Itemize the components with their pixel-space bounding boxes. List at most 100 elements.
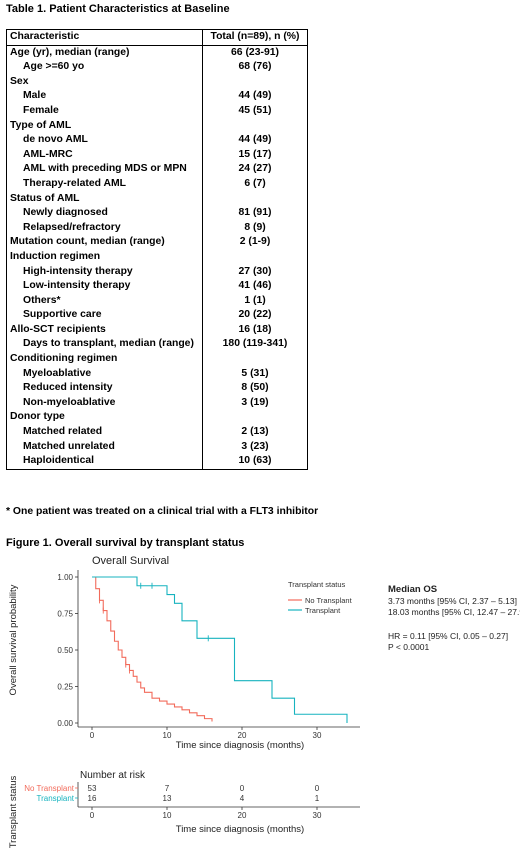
row-label: Female <box>23 104 59 116</box>
risk-row-label: No Transplant <box>24 784 75 793</box>
row-label: Age >=60 yo <box>23 61 85 73</box>
row-value <box>202 410 308 426</box>
table-row: Conditioning regimen <box>7 352 308 367</box>
row-label: Status of AML <box>10 192 80 204</box>
row-label: Sex <box>10 75 29 87</box>
x-tick-label: 20 <box>238 731 247 740</box>
risk-table-y-label: Transplant status <box>8 775 19 848</box>
km-figure: Overall Survival Overall survival probab… <box>8 555 520 848</box>
row-label: Mutation count, median (range) <box>10 236 165 248</box>
table-row: Supportive care 20 (22) <box>7 308 308 323</box>
table-row: Therapy-related AML 6 (7) <box>7 176 308 192</box>
row-label: AML with preceding MDS or MPN <box>23 163 187 175</box>
row-label: Myeloablative <box>23 367 92 379</box>
row-label: Relapsed/refractory <box>23 221 121 233</box>
table-title: Table 1. Patient Characteristics at Base… <box>6 3 230 15</box>
x-ticks: 0 10 20 30 <box>90 727 322 740</box>
row-value: 20 (22) <box>202 308 308 323</box>
table-row: Myeloablative 5 (31) <box>7 366 308 382</box>
row-label: Newly diagnosed <box>23 207 108 219</box>
table-header-row: Characteristic Total (n=89), n (%) <box>6 29 308 46</box>
row-label: Matched related <box>23 426 103 438</box>
row-label: Days to transplant, median (range) <box>23 338 194 350</box>
row-value <box>202 74 308 90</box>
table-row: Female 45 (51) <box>7 103 308 119</box>
table-body: Age (yr), median (range) 66 (23-91) Age >=… <box>7 45 308 470</box>
row-value: 16 (18) <box>202 322 308 338</box>
legend-label-transplant: Transplant <box>305 606 341 615</box>
risk-count: 16 <box>88 794 97 803</box>
row-value: 5 (31) <box>202 366 308 382</box>
row-value: 6 (7) <box>202 176 308 192</box>
x-tick-label: 30 <box>313 731 322 740</box>
table-row: Donor type <box>7 410 308 426</box>
row-value: 45 (51) <box>202 103 308 119</box>
row-value: 27 (30) <box>202 264 308 280</box>
row-value <box>202 352 308 367</box>
header-characteristic: Characteristic <box>6 29 203 46</box>
y-ticks: 0.00 0.25 0.50 0.75 1.00 <box>57 573 78 728</box>
plot-title: Overall Survival <box>92 555 169 567</box>
risk-row-label: Transplant <box>37 794 75 803</box>
table-row: Days to transplant, median (range) 180 (1… <box>7 337 308 353</box>
row-value: 44 (49) <box>202 133 308 148</box>
y-tick-label: 1.00 <box>57 573 73 582</box>
row-value: 3 (23) <box>202 439 308 455</box>
row-value: 15 (17) <box>202 147 308 163</box>
patient-characteristics-table: Characteristic Total (n=89), n (%) Age (… <box>6 29 308 470</box>
row-label: Non-myeloablative <box>23 396 116 408</box>
table-row: Male 44 (49) <box>7 89 308 104</box>
row-label: Reduced intensity <box>23 382 113 394</box>
table-row: AML-MRC 15 (17) <box>7 147 308 163</box>
table-row: de novo AML 44 (49) <box>7 133 308 148</box>
row-value: 2 (13) <box>202 425 308 440</box>
row-value: 44 (49) <box>202 89 308 104</box>
row-label: Age (yr), median (range) <box>10 46 130 58</box>
median-os-transplant: 18.03 months [95% CI, 12.47 – 27.93] <box>388 607 520 617</box>
survival-curves <box>92 576 348 723</box>
table-row: Matched related 2 (13) <box>7 425 308 440</box>
curve-no-transplant <box>92 576 213 722</box>
row-label: Male <box>23 90 47 102</box>
y-tick-label: 0.75 <box>57 610 73 619</box>
table-row: Relapsed/refractory 8 (9) <box>7 220 308 236</box>
legend-item-transplant: Transplant <box>288 606 341 615</box>
row-value: 10 (63) <box>202 454 308 470</box>
curve-transplant <box>92 576 348 723</box>
risk-x-tick-label: 30 <box>313 811 322 820</box>
table-row: Allo-SCT recipients 16 (18) <box>7 322 308 338</box>
row-label: Matched unrelated <box>23 440 115 452</box>
row-value: 81 (91) <box>202 206 308 221</box>
y-tick-label: 0.00 <box>57 719 73 728</box>
y-tick-label: 0.25 <box>57 683 73 692</box>
median-os-title: Median OS <box>388 584 437 595</box>
risk-x-tick-label: 10 <box>163 811 172 820</box>
table-row: Mutation count, median (range) 2 (1-9) <box>7 235 308 250</box>
figure-title: Figure 1. Overall survival by transplant… <box>6 537 245 549</box>
risk-count: 0 <box>315 784 320 793</box>
table-row: Haploidentical 10 (63) <box>7 454 308 470</box>
table-row: Type of AML <box>7 118 308 134</box>
row-value <box>202 249 308 265</box>
row-label: High-intensity therapy <box>23 265 133 277</box>
x-tick-label: 10 <box>163 731 172 740</box>
risk-count: 53 <box>88 784 97 793</box>
risk-count: 7 <box>165 784 170 793</box>
row-label: Allo-SCT recipients <box>10 323 106 335</box>
row-value: 66 (23-91) <box>202 45 308 61</box>
row-value: 41 (46) <box>202 279 308 294</box>
row-value <box>202 191 308 207</box>
legend-label-no-transplant: No Transplant <box>305 596 353 605</box>
legend-title: Transplant status <box>288 580 345 589</box>
row-label: Therapy-related AML <box>23 177 126 189</box>
row-value: 8 (9) <box>202 220 308 236</box>
y-axis-label: Overall survival probability <box>8 584 19 695</box>
row-label: Conditioning regimen <box>10 353 118 365</box>
risk-count: 13 <box>163 794 172 803</box>
row-value: 3 (19) <box>202 395 308 411</box>
table-row: Low-intensity therapy 41 (46) <box>7 279 308 294</box>
row-label: Induction regimen <box>10 250 101 262</box>
table-row: Others* 1 (1) <box>7 293 308 309</box>
row-value <box>202 118 308 134</box>
